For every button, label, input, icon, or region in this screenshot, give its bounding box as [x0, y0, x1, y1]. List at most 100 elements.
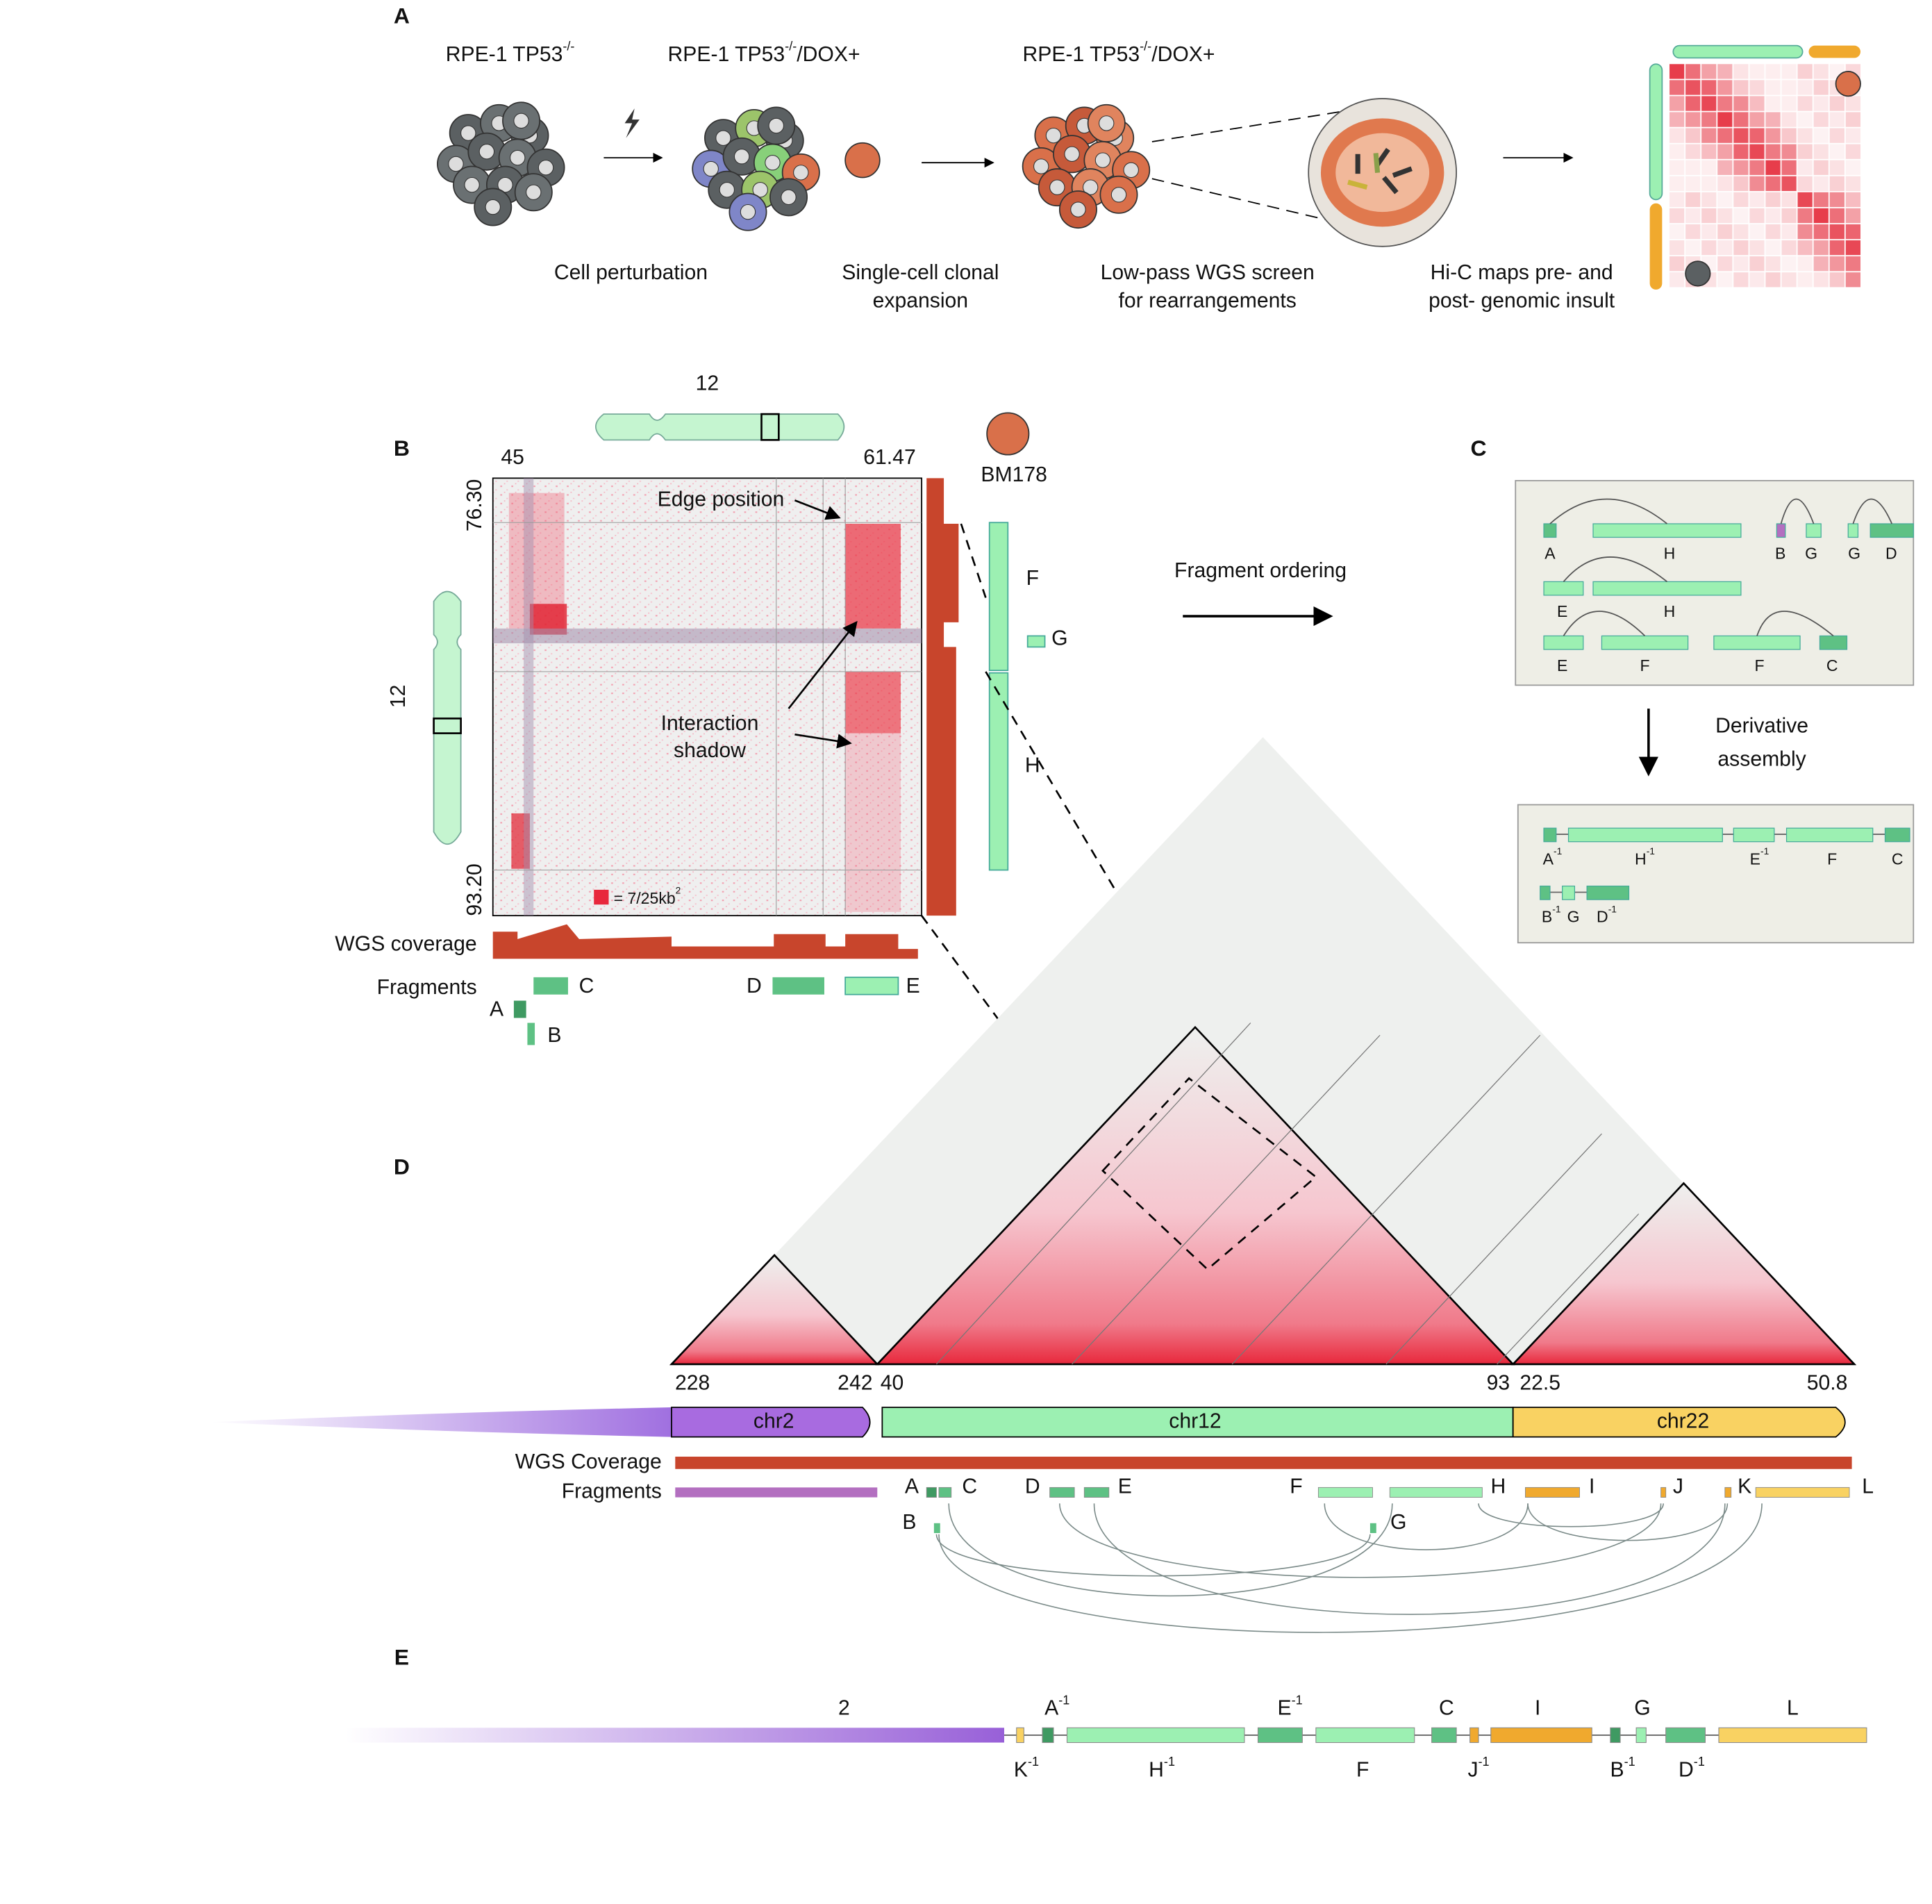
fragment-label: F	[1827, 850, 1837, 868]
matrix-cell	[1765, 64, 1781, 79]
matrix-cell	[1733, 192, 1749, 208]
nucleus	[715, 130, 731, 146]
matrix-cell	[1717, 96, 1733, 111]
annotation: Interaction	[661, 712, 759, 735]
matrix-cell	[1669, 256, 1685, 272]
guide-line	[1072, 1034, 1381, 1365]
nucleus	[1083, 179, 1099, 195]
derivative-segment	[1066, 1727, 1245, 1744]
label-text: C	[1892, 850, 1904, 868]
segment-label: C	[1439, 1697, 1454, 1720]
fragment	[1733, 827, 1775, 843]
superscript: -1	[1647, 845, 1656, 856]
matrix-cell	[1701, 96, 1717, 111]
derivative-segment	[344, 1728, 1004, 1743]
panel-label: B	[394, 436, 410, 461]
matrix-cell	[1717, 80, 1733, 95]
matrix-cell	[1733, 240, 1749, 256]
annotation: assembly	[1717, 748, 1806, 771]
matrix-cell	[1717, 240, 1733, 256]
nucleus	[1110, 187, 1127, 203]
matrix-cell	[1797, 176, 1813, 191]
matrix-cell	[1701, 112, 1717, 127]
segment-label: J-1	[1467, 1755, 1489, 1782]
matrix-cell	[1765, 112, 1781, 127]
matrix-cell	[1733, 176, 1749, 191]
link-arc	[1780, 498, 1815, 524]
legend-label: = 7/25kb2	[614, 884, 681, 907]
fragment	[1755, 1487, 1850, 1498]
matrix-cell	[1765, 272, 1781, 288]
fragment	[1317, 1487, 1373, 1498]
cell	[844, 142, 881, 179]
derivative-segment	[1431, 1727, 1457, 1744]
hic-triangle	[671, 737, 1855, 1364]
nucleus	[1123, 162, 1139, 179]
derivative-segment	[1016, 1727, 1024, 1744]
link-arc	[1478, 1503, 1664, 1528]
fragment	[1847, 523, 1859, 538]
matrix-cell	[1669, 160, 1685, 175]
fragment-label: E	[1557, 602, 1567, 620]
matrix-cell	[1717, 224, 1733, 240]
matrix-cell	[1813, 96, 1829, 111]
matrix-cell	[1829, 160, 1844, 175]
nucleus-zoom	[1335, 133, 1430, 213]
chromosome	[1512, 1407, 1846, 1438]
matrix-cell	[1749, 144, 1765, 159]
matrix-cell	[1765, 192, 1781, 208]
derivative-segment	[1469, 1727, 1479, 1744]
matrix-cell	[1669, 128, 1685, 143]
fragment	[1776, 523, 1786, 538]
label-text: D	[1679, 1758, 1694, 1781]
coverage-track	[926, 478, 959, 916]
track-label: Fragments	[562, 1480, 662, 1502]
annotation: shadow	[674, 739, 746, 762]
superscript: -1	[1760, 845, 1769, 856]
label-text: F	[1356, 1758, 1369, 1781]
matrix-cell	[1781, 240, 1797, 256]
chromosome-label: 12	[387, 685, 410, 709]
matrix-cell	[1845, 112, 1861, 127]
region-box	[760, 413, 780, 441]
matrix-cell	[1733, 144, 1749, 159]
fragment-label: H	[1025, 754, 1040, 777]
superscript: -1	[1554, 845, 1563, 856]
fragment-label: G	[1051, 627, 1067, 650]
matrix-cell	[1781, 64, 1797, 79]
matrix-cell	[1701, 160, 1717, 175]
superscript: -/-	[785, 39, 797, 53]
matrix-cell	[1685, 160, 1701, 175]
matrix-cell	[1669, 144, 1685, 159]
matrix-cell	[1813, 176, 1829, 191]
matrix-cell	[1781, 208, 1797, 224]
matrix-cell	[1813, 160, 1829, 175]
superscript: -/-	[563, 39, 574, 53]
fragment	[1724, 1487, 1732, 1498]
chromosome-label: chr2	[753, 1409, 794, 1432]
matrix-cell	[1797, 272, 1813, 288]
superscript: -/-	[1140, 39, 1151, 53]
arrow	[794, 734, 852, 749]
fragment-label: G	[1567, 908, 1580, 926]
matrix-cell	[1717, 176, 1733, 191]
fragment	[844, 976, 899, 995]
chromosome	[881, 1407, 1514, 1438]
fragment	[1369, 1523, 1376, 1533]
matrix-cell	[1733, 272, 1749, 288]
matrix-cell	[1685, 176, 1701, 191]
panel-label: D	[394, 1154, 410, 1179]
matrix-cell	[1845, 240, 1861, 256]
label-text: L	[1787, 1697, 1799, 1720]
fragment-label: C	[962, 1475, 977, 1498]
label-text: H	[1149, 1758, 1164, 1781]
segment-label: 2	[838, 1697, 850, 1720]
link-arc	[1756, 611, 1834, 637]
superscript: -1	[1028, 1755, 1039, 1769]
matrix-cell	[1813, 64, 1829, 79]
matrix-cell	[1829, 240, 1844, 256]
matrix-cell	[1829, 96, 1844, 111]
link-arc	[1549, 498, 1668, 524]
region-box	[433, 717, 462, 734]
segment-label: K-1	[1014, 1755, 1039, 1782]
